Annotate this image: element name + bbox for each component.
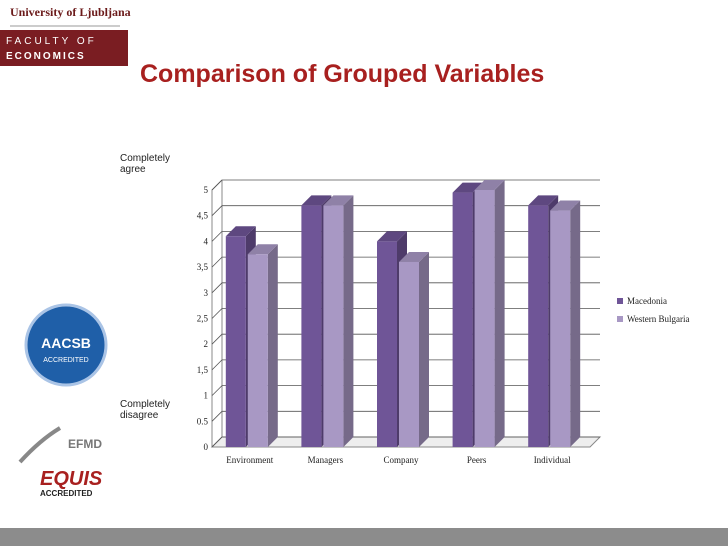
y-tick-label: 5 bbox=[204, 185, 209, 195]
equis-sub: ACCREDITED bbox=[40, 489, 93, 498]
university-name: University of Ljubljana bbox=[10, 5, 131, 19]
bar-side bbox=[343, 195, 354, 447]
bar-top bbox=[323, 195, 354, 206]
bar-top bbox=[528, 195, 559, 206]
legend-swatch bbox=[617, 298, 623, 304]
equis-text: EQUIS bbox=[40, 468, 103, 490]
bar bbox=[528, 205, 549, 447]
bar-top bbox=[399, 251, 429, 262]
bar-top bbox=[225, 226, 256, 237]
bar bbox=[323, 205, 344, 447]
aacsb-sub: ACCREDITED bbox=[43, 357, 89, 364]
bar-side bbox=[267, 244, 278, 447]
bar bbox=[377, 241, 397, 447]
bar bbox=[452, 192, 473, 447]
y-tick-label: 1 bbox=[204, 391, 209, 401]
y-tick-label: 1,5 bbox=[197, 365, 209, 375]
x-tick-label: Individual bbox=[534, 455, 571, 465]
bar bbox=[399, 261, 419, 447]
faculty-line: ECONOMICS bbox=[6, 51, 86, 62]
annotation: Completely agree bbox=[120, 153, 170, 175]
bar-top bbox=[550, 200, 581, 211]
footer-bar bbox=[0, 528, 728, 546]
efmd-swoosh bbox=[18, 426, 62, 464]
x-tick-label: Peers bbox=[467, 455, 487, 465]
y-tick-label: 3 bbox=[204, 288, 209, 298]
aacsb-text: AACSB bbox=[41, 335, 91, 351]
legend-label: Western Bulgaria bbox=[627, 314, 690, 324]
faculty-box bbox=[0, 30, 128, 66]
x-tick-label: Managers bbox=[308, 455, 344, 465]
bar bbox=[550, 210, 571, 447]
bar-side bbox=[419, 251, 429, 447]
y-tick-label: 2 bbox=[204, 339, 209, 349]
bar-top bbox=[247, 244, 278, 255]
legend-label: Macedonia bbox=[627, 296, 667, 306]
bar bbox=[301, 205, 322, 447]
grid-line bbox=[211, 179, 600, 191]
legend-swatch bbox=[617, 316, 623, 322]
y-tick-label: 2,5 bbox=[197, 314, 209, 324]
y-tick-label: 0.5 bbox=[197, 416, 209, 426]
slide-title: Comparison of Grouped Variables bbox=[140, 60, 544, 88]
bar bbox=[474, 190, 495, 447]
aacsb-logo bbox=[24, 303, 108, 387]
efmd-text: EFMD bbox=[68, 437, 102, 451]
y-tick-label: 4,5 bbox=[197, 211, 209, 221]
bar bbox=[247, 254, 268, 447]
y-tick-label: 0 bbox=[204, 442, 209, 452]
bar-side bbox=[570, 200, 581, 447]
bar-top bbox=[474, 180, 505, 190]
y-tick-label: 3,5 bbox=[197, 262, 209, 272]
x-tick-label: Company bbox=[384, 455, 419, 465]
bar bbox=[225, 236, 246, 447]
annotation: Completely disagree bbox=[120, 399, 170, 421]
x-tick-label: Environment bbox=[226, 455, 273, 465]
bar-top bbox=[377, 231, 407, 242]
bar-side bbox=[494, 180, 505, 447]
y-tick-label: 4 bbox=[204, 236, 209, 246]
faculty-line: FACULTY OF bbox=[6, 36, 97, 47]
bar-top bbox=[301, 195, 332, 206]
